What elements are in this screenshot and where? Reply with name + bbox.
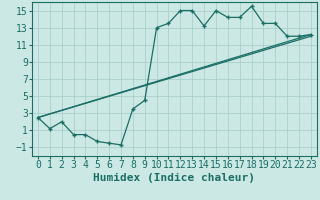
X-axis label: Humidex (Indice chaleur): Humidex (Indice chaleur)	[93, 173, 255, 183]
